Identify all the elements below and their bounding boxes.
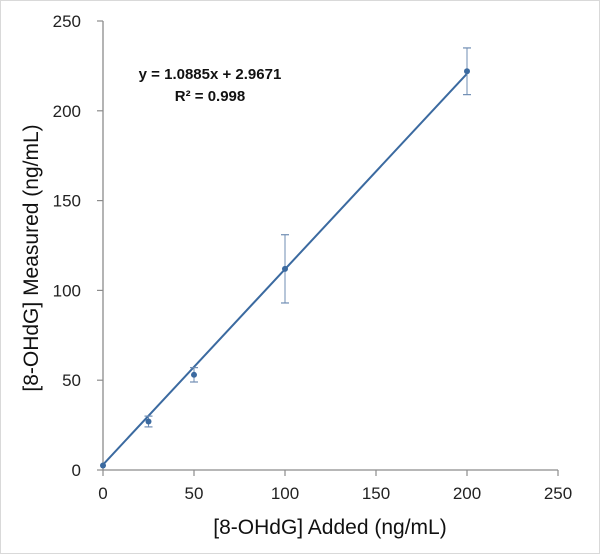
r-squared-label: R² = 0.998 [175,88,245,105]
x-tick-label: 100 [271,484,299,503]
x-tick-label: 50 [185,484,204,503]
data-point [282,265,288,272]
y-tick-label: 200 [53,102,81,121]
x-tick-label: 250 [544,484,572,503]
x-tick-label: 200 [453,484,481,503]
y-tick-label: 150 [53,192,81,211]
x-tick-label: 150 [362,484,390,503]
y-tick-label: 0 [72,461,81,480]
axis-ticks: 0 50 100 150 200 250 0 50 100 150 200 250 [53,12,573,503]
data-point [464,68,470,75]
y-tick-label: 250 [53,12,81,31]
trendline-equation: y = 1.0885x + 2.9671 [139,66,282,83]
y-axis-title: [8-OHdG] Measured (ng/mL) [20,124,43,391]
x-axis-title: [8-OHdG] Added (ng/mL) [213,516,446,539]
x-tick-label: 0 [98,484,107,503]
data-point [145,418,152,425]
data-point [191,371,197,378]
y-tick-label: 50 [62,371,81,390]
data-points [100,68,470,469]
axes [102,21,558,471]
y-tick-label: 100 [53,281,81,300]
data-point [100,462,106,469]
